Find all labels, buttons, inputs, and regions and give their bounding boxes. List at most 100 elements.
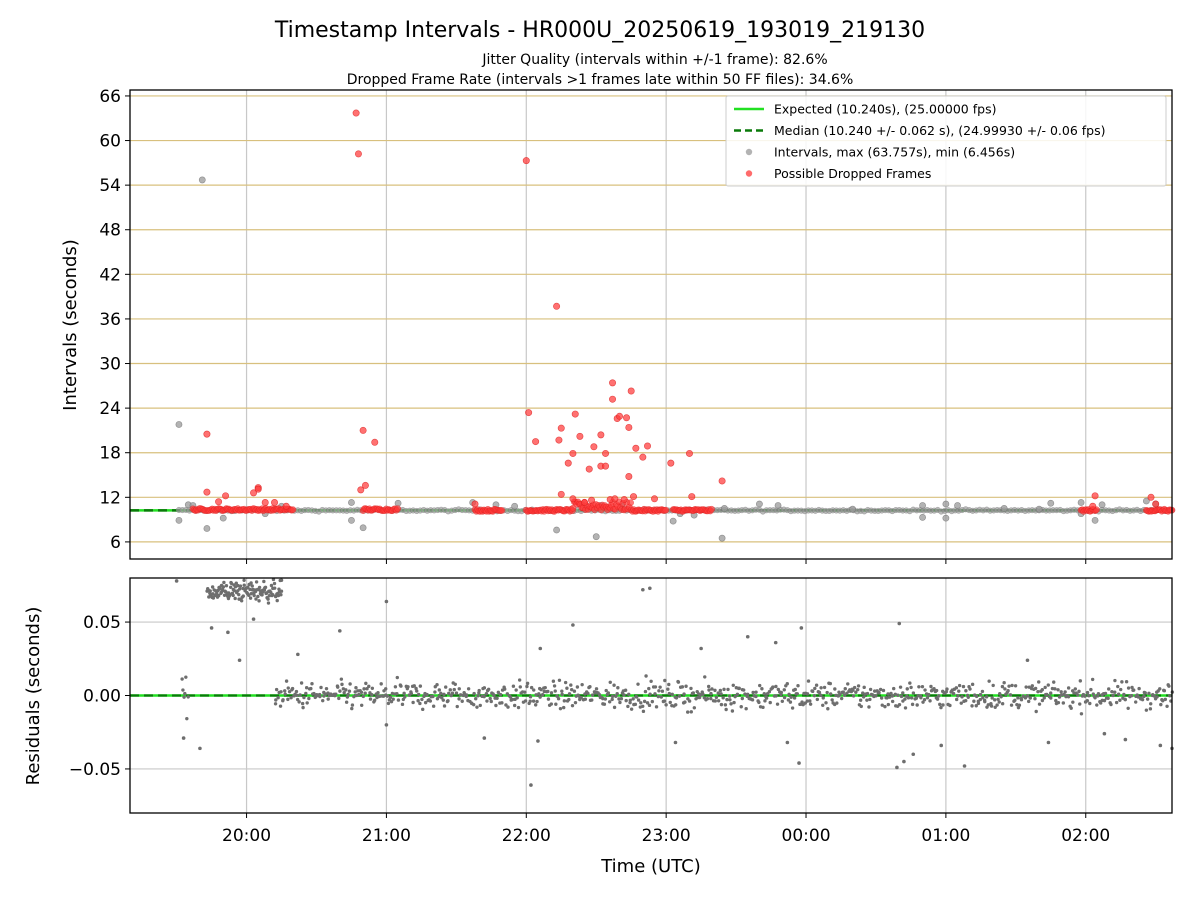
residual-point [905, 687, 909, 691]
residual-point [642, 699, 647, 704]
residual-point [283, 692, 287, 696]
residual-point [805, 692, 810, 696]
residual-point [458, 693, 463, 697]
residual-point [792, 696, 797, 700]
residual-point [779, 690, 784, 695]
residual-point [956, 694, 960, 698]
dropped-frame-point [644, 442, 652, 450]
residual-point [771, 685, 775, 689]
residual-point [1144, 708, 1149, 712]
residual-point [185, 716, 189, 721]
residual-point [296, 652, 300, 657]
residual-point [1007, 684, 1011, 688]
dropped-frame-point [394, 505, 402, 513]
residual-point [573, 700, 578, 705]
dropped-frame-point [718, 477, 726, 485]
residual-point [1026, 699, 1031, 704]
residual-point [457, 687, 461, 691]
residual-point [457, 697, 461, 701]
residual-point [745, 634, 750, 639]
residual-point [368, 697, 373, 701]
residual-point [247, 593, 251, 597]
residual-point [716, 691, 720, 695]
residual-point [250, 584, 254, 588]
residual-point [1114, 700, 1119, 705]
residual-point [935, 697, 940, 701]
residual-point [729, 702, 733, 706]
residual-point [1149, 702, 1153, 706]
residual-point [583, 697, 588, 701]
residual-point [993, 698, 997, 702]
residual-point [442, 704, 447, 708]
residual-point [440, 696, 444, 700]
residual-point [934, 688, 939, 693]
residual-point [880, 703, 884, 707]
residual-point [1025, 658, 1030, 663]
interval-point [755, 500, 763, 508]
residual-point [254, 580, 259, 584]
intervals-y-tick-label: 42 [99, 265, 121, 285]
residual-point [496, 690, 501, 695]
residual-point [983, 699, 987, 704]
residual-point [420, 697, 424, 702]
residual-point [241, 586, 245, 591]
residual-point [570, 703, 575, 708]
residual-point [775, 702, 780, 706]
residual-point [557, 678, 562, 682]
residual-point [1016, 696, 1020, 700]
residual-point [274, 698, 278, 702]
residual-point [543, 685, 547, 690]
residual-point [421, 707, 425, 712]
residual-point [1052, 680, 1056, 684]
dropped-frame-point [650, 495, 658, 503]
residual-point [833, 687, 837, 691]
residual-point [385, 694, 390, 698]
dropped-frame-point [203, 430, 211, 438]
residual-point [278, 704, 283, 708]
residual-point [760, 687, 764, 691]
interval-point [359, 524, 367, 532]
residual-point [767, 690, 772, 694]
residual-point [241, 594, 245, 598]
residual-point [819, 686, 823, 690]
residual-point [703, 675, 707, 679]
x-tick-label: 20:00 [222, 826, 271, 846]
residual-point [808, 699, 812, 703]
residual-point [388, 695, 393, 699]
dropped-frame-point [569, 495, 577, 503]
residual-point [886, 692, 890, 696]
residual-point [384, 599, 389, 604]
residual-point [680, 685, 685, 689]
residual-point [486, 687, 491, 691]
legend-swatch-marker [745, 148, 753, 156]
residual-point [750, 698, 755, 702]
residual-point [872, 689, 877, 693]
residual-point [923, 688, 927, 692]
residual-point [1145, 697, 1150, 701]
residual-point [650, 699, 655, 704]
residual-point [249, 581, 253, 585]
residual-point [691, 691, 696, 695]
residual-point [976, 701, 981, 706]
residual-point [897, 621, 902, 626]
residual-point [932, 687, 936, 691]
residual-point [718, 688, 723, 693]
residual-point [237, 658, 242, 663]
residual-point [236, 583, 240, 588]
residual-point [1122, 692, 1126, 697]
residual-point [565, 686, 569, 690]
residual-point [1069, 706, 1073, 710]
residual-point [939, 705, 943, 710]
residual-point [352, 694, 356, 699]
residual-point [1087, 694, 1091, 698]
residual-point [435, 683, 439, 687]
residual-point [824, 701, 828, 705]
residual-point [514, 688, 518, 692]
residual-point [1008, 693, 1013, 697]
x-tick-label: 00:00 [782, 826, 831, 846]
residual-point [892, 686, 896, 691]
residual-point [442, 692, 446, 697]
residual-point [415, 689, 419, 693]
residual-point [997, 700, 1001, 704]
intervals-ticks: 6 12 18 24 30 36 42 48 54 60 66 [99, 87, 1087, 564]
